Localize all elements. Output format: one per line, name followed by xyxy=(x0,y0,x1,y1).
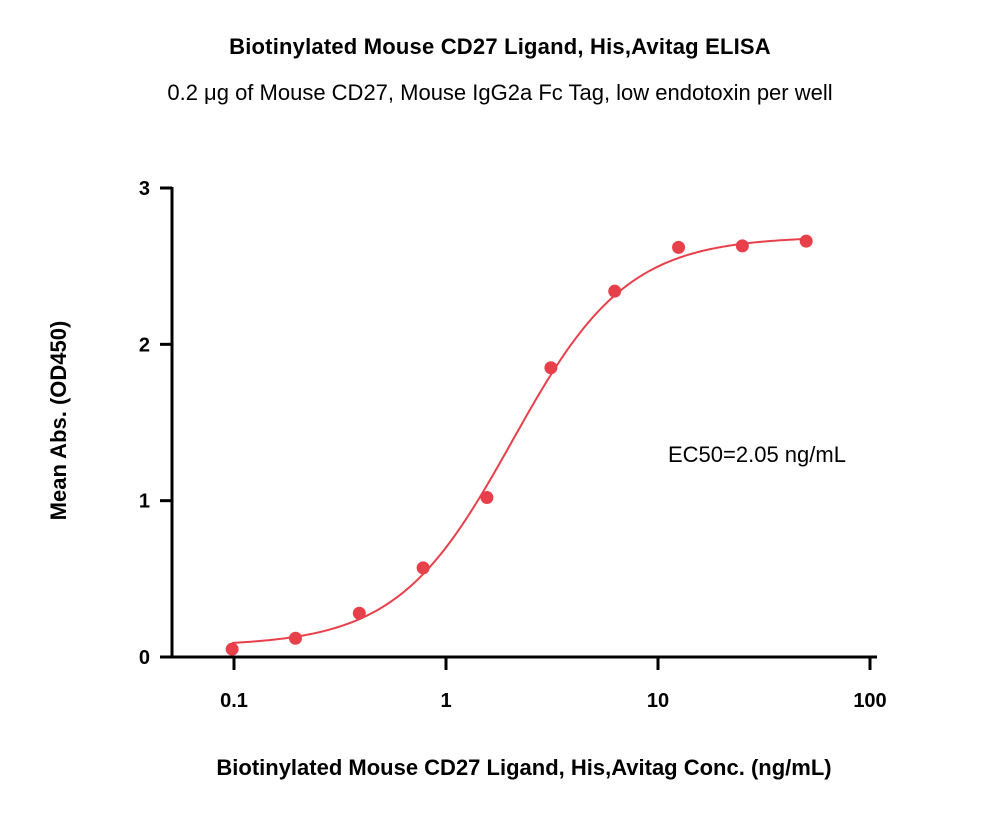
fit-curve xyxy=(232,237,807,644)
chart-subtitle: 0.2 μg of Mouse CD27, Mouse IgG2a Fc Tag… xyxy=(167,80,833,105)
y-tick-label: 1 xyxy=(139,491,150,513)
fit-curve-group xyxy=(232,237,807,644)
data-point xyxy=(480,491,494,505)
x-tick-label: 100 xyxy=(853,690,886,712)
x-tick-label: 0.1 xyxy=(220,690,248,712)
data-point xyxy=(735,239,749,253)
data-point xyxy=(288,631,302,645)
y-tick-label: 0 xyxy=(139,647,150,669)
x-tick-label: 1 xyxy=(440,690,451,712)
data-point xyxy=(352,606,366,620)
data-point xyxy=(672,240,686,254)
chart-labels-group: 0 1 2 3 0.1 1 10 100 Biotinylated Mouse CD27 Lig… xyxy=(46,178,887,780)
y-axis-title: Mean Abs. (OD450) xyxy=(46,321,71,521)
chart-axes xyxy=(160,186,877,670)
y-tick-label: 3 xyxy=(139,178,150,200)
data-point xyxy=(544,361,558,375)
y-tick-label: 2 xyxy=(139,334,150,356)
data-point xyxy=(608,284,622,298)
ec50-annotation: EC50=2.05 ng/mL xyxy=(668,442,846,467)
x-axis-title: Biotinylated Mouse CD27 Ligand, His,Avit… xyxy=(216,755,831,780)
chart-title: Biotinylated Mouse CD27 Ligand, His,Avit… xyxy=(229,34,771,59)
data-point xyxy=(225,642,239,656)
data-point xyxy=(799,234,813,248)
x-tick-label: 10 xyxy=(647,690,669,712)
data-point xyxy=(416,561,430,575)
data-points-group xyxy=(225,234,813,656)
